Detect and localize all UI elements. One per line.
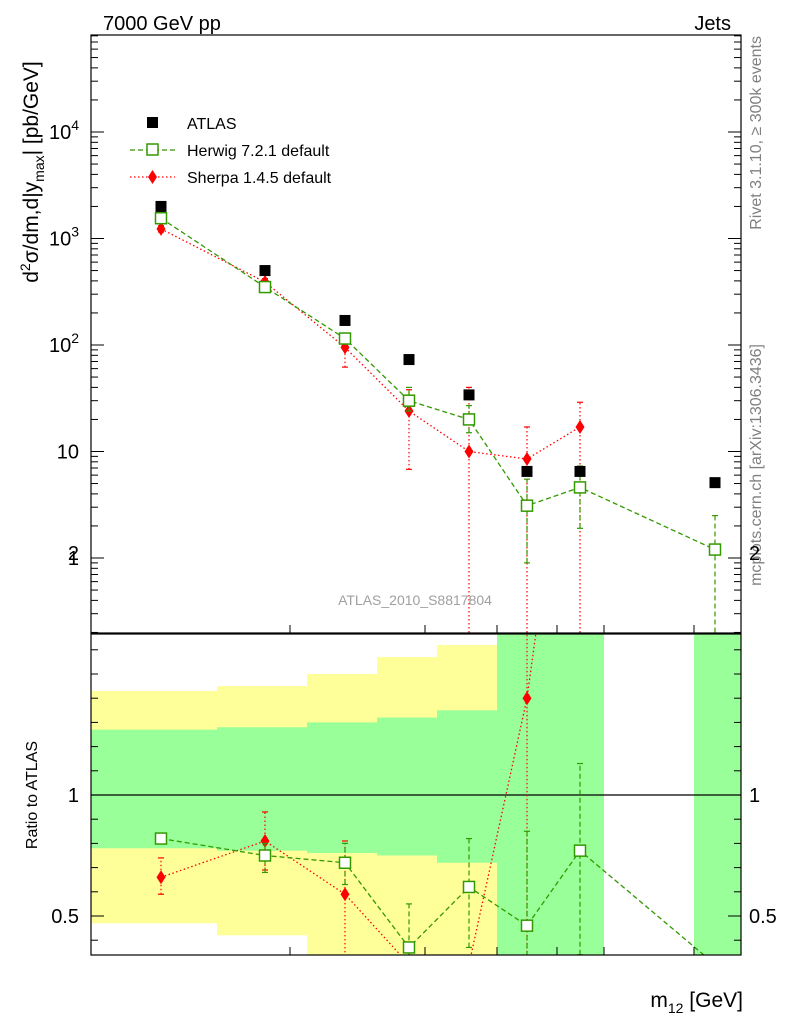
legend-herwig-marker	[146, 143, 159, 156]
ratio-axis-ticks: 0.5 0.51 12 2	[51, 543, 777, 941]
legend-sherpa-label: Sherpa 1.4.5 default	[187, 170, 332, 187]
data-point	[574, 465, 586, 477]
sherpa-point	[405, 957, 414, 971]
ratio-y-tick-label-left: 0.5	[51, 906, 79, 928]
legend-herwig-label: Herwig 7.2.1 default	[187, 143, 330, 160]
herwig-point	[710, 959, 721, 970]
herwig-point	[258, 849, 272, 862]
ratio-band-green	[217, 727, 307, 851]
ratio-y-tick-label-right: 0.5	[749, 906, 777, 928]
sherpa-point	[340, 887, 350, 902]
data-point	[403, 354, 415, 366]
ratio-y-tick-label-left: 2	[68, 543, 79, 565]
sherpa-point	[156, 870, 166, 885]
main-y-tick-label: 104	[49, 117, 79, 144]
analysis-id-label: ATLAS_2010_S8817804	[338, 592, 492, 608]
ratio-uncertainty-bands	[91, 634, 741, 955]
main-plot-frame	[90, 34, 742, 634]
ratio-band-green	[694, 634, 741, 955]
sherpa-point	[465, 957, 474, 971]
sherpa-point	[522, 691, 532, 706]
ratio-y-tick-label-right: 1	[749, 785, 760, 807]
sherpa-point	[156, 221, 166, 236]
data-point	[709, 477, 721, 489]
ratio-y-axis-title: Ratio to ATLAS	[24, 741, 41, 849]
herwig-point	[520, 499, 534, 512]
main-series	[154, 200, 722, 633]
data-point	[521, 465, 533, 477]
sherpa-point	[260, 833, 270, 848]
sherpa-point	[575, 419, 585, 434]
herwig-point	[402, 394, 416, 407]
rivet-version-label: Rivet 3.1.10, ≥ 300k events	[748, 36, 765, 230]
ratio-band-green	[91, 729, 217, 849]
herwig-point	[338, 856, 352, 870]
herwig-point	[154, 832, 168, 845]
ratio-band-green	[307, 722, 377, 854]
main-y-tick-label: 10	[57, 442, 79, 464]
herwig-point	[520, 919, 534, 932]
herwig-point	[258, 280, 272, 294]
ratio-series	[154, 304, 721, 971]
herwig-point	[573, 844, 587, 857]
herwig-line	[160, 837, 705, 955]
herwig-point	[402, 941, 416, 954]
herwig-point	[573, 481, 587, 494]
x-axis-title: m12 [GeV]	[650, 989, 743, 1016]
main-y-tick-label: 102	[49, 330, 79, 357]
mcplots-label: mcplots.cern.ch [arXiv:1306.3436]	[748, 344, 765, 586]
herwig-point	[338, 332, 352, 345]
process-label: Jets	[694, 13, 731, 35]
legend-sherpa-marker	[148, 170, 157, 184]
legend-atlas-label: ATLAS	[187, 116, 237, 133]
herwig-point	[708, 543, 722, 556]
data-point	[259, 265, 271, 277]
legend: ATLAS Herwig 7.2.1 default Sherpa 1.4.5 …	[130, 116, 332, 187]
ratio-y-tick-label-right: 2	[749, 543, 760, 565]
main-axis-ticks: 1 10 102 103 104	[49, 35, 741, 633]
legend-atlas-marker	[147, 117, 158, 128]
main-y-tick-label: 103	[49, 224, 79, 251]
sherpa-point	[522, 452, 532, 467]
sherpa-point	[576, 304, 585, 318]
sherpa-line	[160, 228, 581, 460]
ratio-plot-frame	[90, 633, 742, 956]
herwig-line	[160, 217, 716, 551]
data-point	[463, 389, 475, 401]
herwig-point	[154, 211, 168, 225]
main-y-tick-label: 1	[68, 548, 79, 570]
collision-energy-label: 7000 GeV pp	[103, 13, 221, 35]
sherpa-point	[464, 444, 474, 459]
herwig-point	[462, 880, 476, 894]
data-point	[339, 314, 351, 326]
ratio-y-tick-label-left: 1	[68, 785, 79, 807]
main-y-axis-title: d2σ/dm,d|ymax| [pb/GeV]	[17, 61, 47, 283]
ratio-band-green	[437, 710, 497, 863]
data-point	[155, 200, 167, 212]
herwig-point	[462, 413, 476, 426]
ratio-band-green	[377, 717, 437, 856]
